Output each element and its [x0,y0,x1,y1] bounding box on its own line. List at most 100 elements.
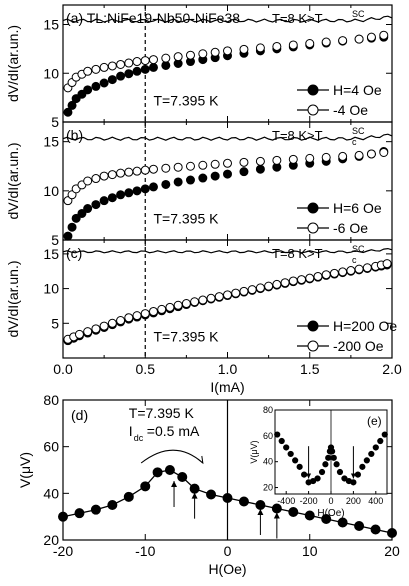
x-tick-label: 20 [384,543,400,559]
data-point [83,327,93,337]
annotation-idc-value: =0.5 mA [147,423,200,439]
annotation-idc-sub: dc [134,433,144,443]
data-point [157,304,167,314]
annotation-temp-sub: c [352,137,357,147]
data-point [99,62,109,72]
data-point [83,204,93,214]
y-tick-label: 60 [43,439,59,455]
legend-label: -6 Oe [333,220,368,236]
data-point [185,175,195,185]
data-point [132,166,142,176]
x-tick-label: 1.0 [218,361,238,377]
data-point [164,465,175,475]
inset-data-point [309,477,317,485]
data-point [338,151,348,161]
data-point [173,162,183,172]
x-tick-label: -10 [135,543,155,559]
data-point [161,60,171,70]
data-point [107,75,117,85]
data-point [90,504,101,515]
inset-x-tick-label: -400 [277,496,295,506]
data-point [140,481,151,492]
data-point [321,270,331,280]
data-point [354,34,364,44]
data-point [198,173,208,183]
data-point [123,491,134,502]
data-point [238,496,249,507]
data-point [288,40,298,50]
inset-panel-label: (e) [367,414,382,428]
data-point [338,267,348,277]
inset-data-point [341,475,348,482]
data-point [214,292,224,302]
data-point [239,44,249,54]
inset-data-point [333,461,340,468]
arrow-head [171,481,178,487]
annotation-t: T=7.395 K [153,210,219,226]
reference-line [62,247,393,254]
y-tick-label: 10 [43,65,59,81]
inset-data-point [274,431,281,438]
data-point [58,511,68,522]
data-point [124,69,134,79]
data-point [91,324,101,334]
inset-data-point [330,454,337,461]
panel-e: -400 -200 0 200 400 20 40 60 80 (e) H(Oe) V(μV) [249,405,388,519]
y-axis-label: dV/dI(ar.un.) [5,260,21,337]
data-point [223,169,232,179]
series-1 [63,30,389,93]
series-line [62,469,393,534]
data-point [382,259,392,269]
data-point [387,528,397,538]
data-point [132,311,142,321]
data-point [148,55,158,65]
annotation-temp-sup: SC [352,126,365,136]
data-point [177,472,188,482]
inset-arrow-head [350,473,356,479]
data-point [132,57,142,67]
data-point [91,64,101,74]
data-point [107,500,118,510]
data-point [116,168,126,178]
x-tick-label: 2.0 [382,361,402,377]
inset-data-point [329,448,336,455]
inset-x-axis-label: H(Oe) [317,508,344,519]
y-axis-label: V(μV) [17,452,33,488]
annotation-t: T=7.395 K [153,328,219,344]
data-point [337,517,348,528]
data-point [107,318,117,328]
panel-label: (d) [71,407,88,423]
data-point [99,78,109,88]
x-axis-label: H(Oe) [208,561,246,577]
data-point [116,316,126,326]
data-point [288,507,299,517]
arrow-head [191,492,198,499]
data-point [74,508,85,519]
data-point [99,171,109,181]
data-point [107,193,117,203]
y-tick-label: 15 [43,17,59,33]
data-point [264,281,274,291]
data-point [255,500,266,510]
data-point [91,174,101,184]
x-tick-label: 10 [302,543,318,559]
series-1 [63,259,392,344]
data-point [346,266,356,276]
data-point [329,268,339,278]
data-point [91,200,101,210]
data-point [255,283,265,293]
data-point [304,510,315,521]
annotation-temp: T=8 K>T [272,246,323,261]
y-tick-label: 40 [43,485,59,501]
data-point [67,100,77,110]
curved-arrow-head [197,455,204,465]
inset-data-point [301,471,308,478]
data-point [83,176,93,186]
data-point [206,293,216,303]
data-point [223,46,232,56]
inset-data-point [278,437,285,445]
data-point [362,263,372,273]
data-point [288,154,298,164]
data-point [140,309,150,319]
data-point [366,32,376,42]
